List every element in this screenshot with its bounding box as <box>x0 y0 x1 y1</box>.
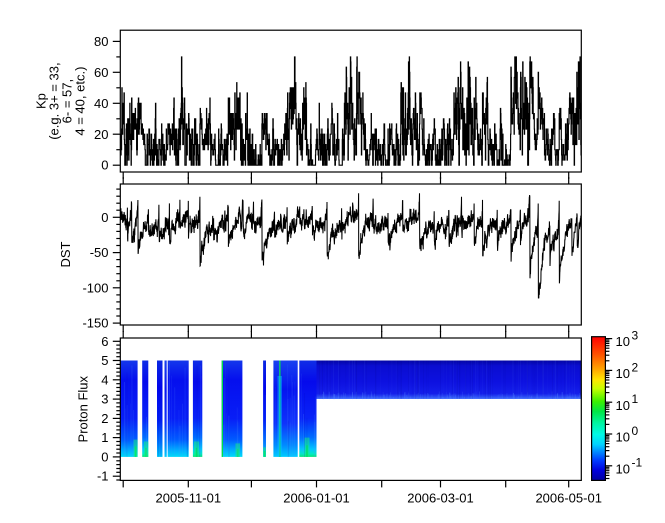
svg-text:1: 1 <box>632 392 639 406</box>
svg-text:4: 4 <box>101 372 108 387</box>
svg-text:3: 3 <box>632 329 639 343</box>
svg-text:-1: -1 <box>632 456 643 470</box>
svg-text:-100: -100 <box>82 280 108 295</box>
svg-text:Proton Flux: Proton Flux <box>75 375 90 442</box>
svg-text:6: 6 <box>101 334 108 349</box>
svg-text:DST: DST <box>58 241 73 267</box>
svg-text:10: 10 <box>616 334 630 349</box>
svg-text:2: 2 <box>101 411 108 426</box>
svg-text:3: 3 <box>101 392 108 407</box>
svg-text:2006-03-01: 2006-03-01 <box>407 491 474 506</box>
svg-text:10: 10 <box>616 398 630 413</box>
svg-text:5: 5 <box>101 353 108 368</box>
svg-text:0: 0 <box>101 210 108 225</box>
svg-text:20: 20 <box>94 127 108 142</box>
svg-text:10: 10 <box>616 461 630 476</box>
svg-text:Kp: Kp <box>34 93 49 109</box>
svg-text:0: 0 <box>101 158 108 173</box>
svg-text:6- = 57,: 6- = 57, <box>60 79 75 123</box>
svg-text:-50: -50 <box>90 245 109 260</box>
svg-text:10: 10 <box>616 430 630 445</box>
svg-text:(e.g. 3+ = 33,: (e.g. 3+ = 33, <box>47 62 62 139</box>
svg-text:40: 40 <box>94 96 108 111</box>
svg-text:-150: -150 <box>82 316 108 331</box>
svg-text:4 = 40, etc.): 4 = 40, etc.) <box>73 67 88 136</box>
svg-text:2: 2 <box>632 360 639 374</box>
svg-text:80: 80 <box>94 34 108 49</box>
svg-text:0: 0 <box>101 449 108 464</box>
svg-text:2005-11-01: 2005-11-01 <box>156 491 222 506</box>
svg-text:2006-05-01: 2006-05-01 <box>535 491 602 506</box>
svg-text:0: 0 <box>632 424 639 438</box>
svg-text:2006-01-01: 2006-01-01 <box>283 491 350 506</box>
svg-text:-1: -1 <box>97 469 109 484</box>
svg-text:60: 60 <box>94 65 108 80</box>
svg-text:10: 10 <box>616 366 630 381</box>
svg-text:1: 1 <box>101 430 108 445</box>
